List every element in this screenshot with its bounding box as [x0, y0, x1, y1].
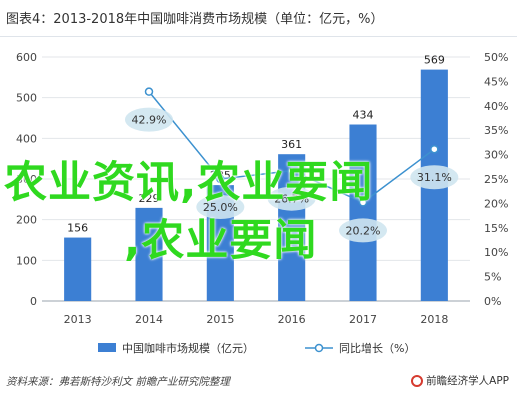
- growth-label-bubble: [410, 165, 459, 190]
- growth-point: [287, 166, 296, 175]
- legend-line-label: 同比增长（%）: [339, 341, 415, 355]
- y-left-tick-label: 400: [16, 132, 37, 145]
- bar: [278, 154, 306, 301]
- bar-data-label: 361: [281, 138, 302, 151]
- bar-data-label: 569: [424, 54, 445, 67]
- x-tick-label: 2015: [206, 313, 234, 326]
- brand: 前瞻经济学人APP: [411, 373, 509, 388]
- y-right-tick-label: 35%: [484, 124, 508, 137]
- axes: 0 100 200 300 400 500 600 0% 5% 10% 15% 20% 25% 30% 35…: [16, 51, 508, 326]
- legend-line-marker: [314, 343, 324, 353]
- x-tick-label: 2017: [349, 313, 377, 326]
- bar: [349, 124, 377, 301]
- growth-label-bubble: [267, 186, 316, 211]
- growth-data-label: 20.2%: [346, 224, 381, 237]
- brand-text: 前瞻经济学人APP: [426, 375, 509, 387]
- bar: [64, 237, 92, 301]
- title-bar: 图表4：2013-2018年中国咖啡消费市场规模（单位：亿元，%）: [0, 0, 517, 37]
- growth-point: [144, 87, 154, 96]
- y-right-tick-label: 10%: [484, 246, 508, 259]
- y-right-tick-label: 45%: [484, 75, 508, 88]
- growth-label-bubble: [196, 195, 245, 219]
- legend-bar-swatch: [98, 343, 116, 352]
- x-tick-label: 2014: [135, 313, 163, 326]
- growth-point: [358, 198, 368, 207]
- y-left-tick-label: 200: [16, 214, 37, 227]
- y-right-tick-label: 0%: [484, 295, 501, 308]
- y-right-tick-label: 50%: [484, 51, 508, 64]
- y-left-tick-label: 300: [16, 173, 37, 186]
- y-right-tick-label: 5%: [484, 271, 501, 284]
- grid-lines: [42, 56, 470, 302]
- growth-data-label: 42.9%: [132, 114, 167, 127]
- y-left-tick-label: 0: [30, 295, 37, 308]
- legend-bar-label: 中国咖啡市场规模（亿元）: [122, 341, 254, 355]
- y-right-tick-label: 30%: [484, 149, 508, 162]
- growth-point: [430, 144, 439, 154]
- growth-data-label: 25.0%: [203, 201, 238, 214]
- overlay-text-1: 农业资讯,农业要闻: [4, 158, 374, 208]
- x-tick-label: 2018: [420, 313, 448, 326]
- x-tick-label: 2013: [64, 313, 92, 326]
- chart: 156229285361434569 42.9%25.0%26.7%20.2%3…: [16, 51, 508, 355]
- y-right-tick-label: 25%: [484, 173, 508, 186]
- bar-data-label: 229: [139, 192, 160, 205]
- y-left-tick-label: 100: [16, 254, 37, 267]
- growth-label-bubble: [339, 218, 387, 243]
- chart-title: 图表4：2013-2018年中国咖啡消费市场规模（单位：亿元，%）: [6, 12, 384, 27]
- growth-data-label: 31.1%: [417, 171, 452, 184]
- source-note: 资料来源：弗若斯特沙利文 前瞻产业研究院整理: [6, 376, 230, 388]
- growth-label-bubble: [125, 107, 173, 132]
- bar-data-label: 434: [353, 109, 374, 122]
- growth-point: [216, 174, 225, 184]
- bar: [135, 207, 163, 301]
- brand-logo-icon: [411, 375, 424, 387]
- growth-line: 42.9% 25.0% 26.7% 20.2% 31.1%: [125, 87, 459, 243]
- footer: 资料来源：弗若斯特沙利文 前瞻产业研究院整理 前瞻经济学人APP: [0, 366, 517, 401]
- y-right-tick-label: 15%: [484, 222, 508, 235]
- legend: 中国咖啡市场规模（亿元） 同比增长（%）: [98, 341, 415, 355]
- y-right-tick-label: 20%: [484, 197, 508, 210]
- bar-data-label: 156: [67, 222, 88, 235]
- y-left-tick-label: 500: [16, 92, 37, 105]
- y-right-tick-label: 40%: [484, 100, 508, 113]
- x-tick-label: 2016: [278, 313, 306, 326]
- growth-data-label: 26.7%: [274, 193, 309, 206]
- overlay-text-2: ,农业要闻: [124, 216, 318, 266]
- y-left-tick-label: 600: [16, 51, 37, 64]
